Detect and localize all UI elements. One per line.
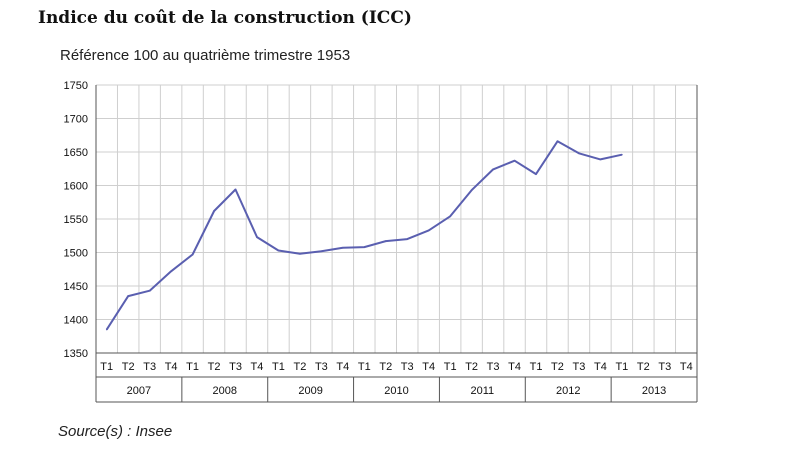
x-tick-label-quarter: T3: [315, 361, 328, 373]
x-tick-label-quarter: T3: [487, 361, 500, 373]
x-tick-label-year: 2007: [127, 385, 151, 397]
series-line: [105, 140, 623, 331]
data-point: [384, 240, 387, 242]
data-point: [191, 253, 194, 256]
y-tick-label: 1450: [64, 281, 88, 293]
x-tick-label-quarter: T4: [251, 361, 264, 373]
x-tick-label-quarter: T2: [379, 361, 392, 373]
data-point: [578, 152, 580, 155]
x-tick-label-quarter: T2: [293, 361, 306, 373]
x-tick-label-quarter: T3: [229, 361, 242, 373]
x-tick-label-year: 2013: [642, 385, 666, 397]
x-tick-label-year: 2011: [471, 385, 495, 397]
y-tick-label: 1600: [64, 181, 88, 193]
data-point: [599, 158, 602, 161]
x-tick-label-quarter: T4: [594, 361, 607, 373]
data-point: [427, 229, 430, 232]
x-tick-label-quarter: T4: [165, 361, 178, 373]
x-tick-label-quarter: T4: [422, 361, 435, 373]
data-point: [105, 328, 108, 331]
x-tick-label-quarter: T3: [573, 361, 586, 373]
y-tick-label: 1700: [64, 114, 88, 126]
data-point: [148, 289, 151, 292]
data-point: [320, 250, 323, 252]
x-tick-label-quarter: T2: [122, 361, 135, 373]
data-point: [406, 238, 409, 240]
data-point: [213, 210, 215, 212]
y-tick-label: 1500: [64, 248, 88, 260]
x-tick-label-year: 2010: [384, 385, 408, 397]
x-tick-label-year: 2012: [556, 385, 580, 397]
data-point: [470, 189, 473, 191]
x-tick-label-quarter: T1: [444, 361, 457, 373]
data-point: [277, 249, 280, 252]
data-point: [234, 188, 237, 191]
data-point: [363, 246, 366, 248]
x-tick-label-quarter: T1: [615, 361, 628, 373]
data-point: [621, 153, 623, 156]
x-tick-label-quarter: T4: [508, 361, 521, 373]
x-tick-label-year: 2008: [213, 385, 237, 397]
x-tick-label-quarter: T2: [465, 361, 478, 373]
x-tick-label-quarter: T4: [680, 361, 693, 373]
x-tick-label-quarter: T2: [208, 361, 221, 373]
chart-title: Indice du coût de la construction (ICC): [38, 8, 412, 28]
y-tick-label: 1650: [64, 147, 88, 159]
x-tick-label-quarter: T4: [336, 361, 349, 373]
data-point: [535, 173, 537, 175]
data-point: [492, 168, 494, 171]
x-tick-label-quarter: T1: [358, 361, 371, 373]
source-note: Source(s) : Insee: [58, 423, 173, 440]
chart-subtitle: Référence 100 au quatrième trimestre 195…: [60, 47, 351, 64]
data-point: [513, 159, 516, 162]
y-tick-label: 1350: [64, 348, 88, 360]
x-tick-label-year: 2009: [298, 385, 322, 397]
y-tick-label: 1400: [64, 315, 88, 327]
x-tick-label-quarter: T1: [272, 361, 285, 373]
data-point: [342, 247, 344, 249]
data-point: [127, 295, 129, 297]
data-point: [256, 236, 258, 238]
x-tick-label-quarter: T1: [530, 361, 543, 373]
y-tick-label: 1550: [64, 214, 88, 226]
data-point: [556, 140, 559, 143]
x-tick-label-quarter: T3: [143, 361, 156, 373]
data-point: [449, 215, 451, 218]
x-tick-label-quarter: T2: [551, 361, 564, 373]
x-tick-label-quarter: T1: [100, 361, 113, 373]
data-point: [299, 253, 301, 255]
x-tick-label-quarter: T3: [401, 361, 414, 373]
x-tick-label-quarter: T1: [186, 361, 199, 373]
x-tick-label-quarter: T2: [637, 361, 650, 373]
data-point: [170, 270, 172, 273]
x-tick-label-quarter: T3: [658, 361, 671, 373]
y-tick-label: 1750: [64, 80, 88, 92]
